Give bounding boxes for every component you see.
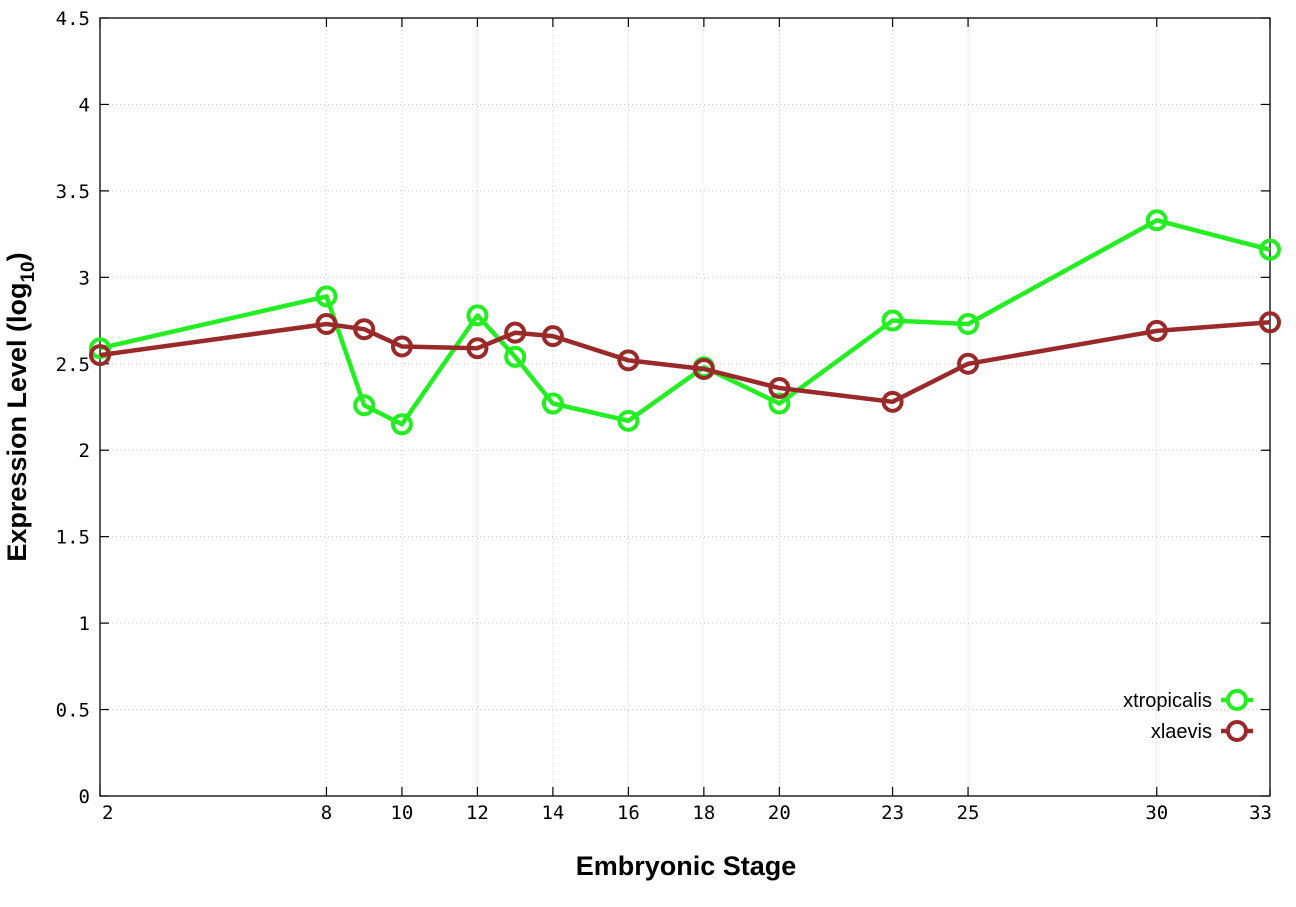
legend: xtropicalis xlaevis [1123,689,1253,743]
x-tick-label: 16 [617,802,640,824]
x-tick-label: 25 [957,802,980,824]
grid-lines [100,18,1270,796]
data-point-xlaevis [881,390,904,413]
x-tick-label: 12 [466,802,489,824]
x-tick-labels: 2 8 10 12 14 16 18 20 23 25 30 33 [102,802,1272,824]
data-point-xlaevis [1145,319,1168,342]
x-tick-label: 23 [881,802,904,824]
data-point-xtropicalis [315,285,338,308]
y-tick-label: 3.5 [56,181,90,203]
x-tick-label: 20 [768,802,791,824]
x-tick-label: 8 [321,802,332,824]
data-point-xtropicalis [957,313,980,336]
tick-marks [99,17,1271,797]
data-point-xlaevis [315,313,338,336]
y-axis-title-close: ) [2,252,32,261]
y-tick-label: 0 [79,786,90,808]
data-point-xtropicalis [881,309,904,332]
data-point-xlaevis [1259,311,1281,334]
data-point-xtropicalis [89,337,111,360]
data-point-xlaevis [390,335,413,358]
data-point-xtropicalis [1145,209,1168,232]
x-tick-label: 10 [390,802,413,824]
y-axis-title-subscript: 10 [18,261,39,282]
y-tick-label: 2.5 [56,354,90,376]
data-point-xlaevis [541,325,564,348]
series-layer [89,209,1281,436]
data-point-xtropicalis [504,345,527,368]
data-point-xtropicalis [353,394,376,417]
x-tick-label: 2 [102,802,113,824]
data-point-xlaevis [617,349,640,372]
y-tick-label: 4 [79,94,90,116]
data-point-xtropicalis [617,409,640,432]
data-point-xlaevis [89,344,111,367]
y-tick-label: 0.5 [56,700,90,722]
data-point-xlaevis [353,318,376,341]
data-point-xtropicalis [466,304,489,327]
y-axis-title: Expression Level (log10) [2,252,39,561]
legend-label-xtropicalis: xtropicalis [1123,690,1212,712]
x-axis-title: Embryonic Stage [576,851,797,881]
data-point-xtropicalis [541,392,564,415]
data-point-xtropicalis [390,413,413,436]
data-point-xlaevis [466,337,489,360]
series-xtropicalis [89,209,1281,436]
plot-frame [99,17,1271,797]
y-axis-title-main: Expression Level (log [2,283,32,562]
data-point-xtropicalis [768,392,791,415]
data-point-xtropicalis [1259,238,1281,261]
series-xlaevis [89,311,1281,413]
data-point-xlaevis [504,321,527,344]
y-tick-label: 1.5 [56,527,90,549]
y-tick-labels: 0 0.5 1 1.5 2 2.5 3 3.5 4 4.5 [56,8,90,808]
series-line-xlaevis [99,320,1271,405]
legend-marker-xtropicalis [1226,689,1248,711]
y-tick-label: 2 [79,440,90,462]
x-tick-label: 30 [1145,802,1168,824]
x-tick-label: 18 [692,802,715,824]
y-tick-label: 3 [79,267,90,289]
data-point-xlaevis [768,376,791,399]
legend-marker-xlaevis [1226,720,1248,742]
y-tick-label: 4.5 [56,8,90,30]
x-tick-label: 14 [541,802,564,824]
series-line-xtropicalis [99,218,1271,427]
data-point-xlaevis [692,357,715,380]
legend-label-xlaevis: xlaevis [1151,721,1212,743]
x-tick-label: 33 [1249,802,1272,824]
y-tick-label: 1 [79,613,90,635]
data-point-xlaevis [957,352,980,375]
